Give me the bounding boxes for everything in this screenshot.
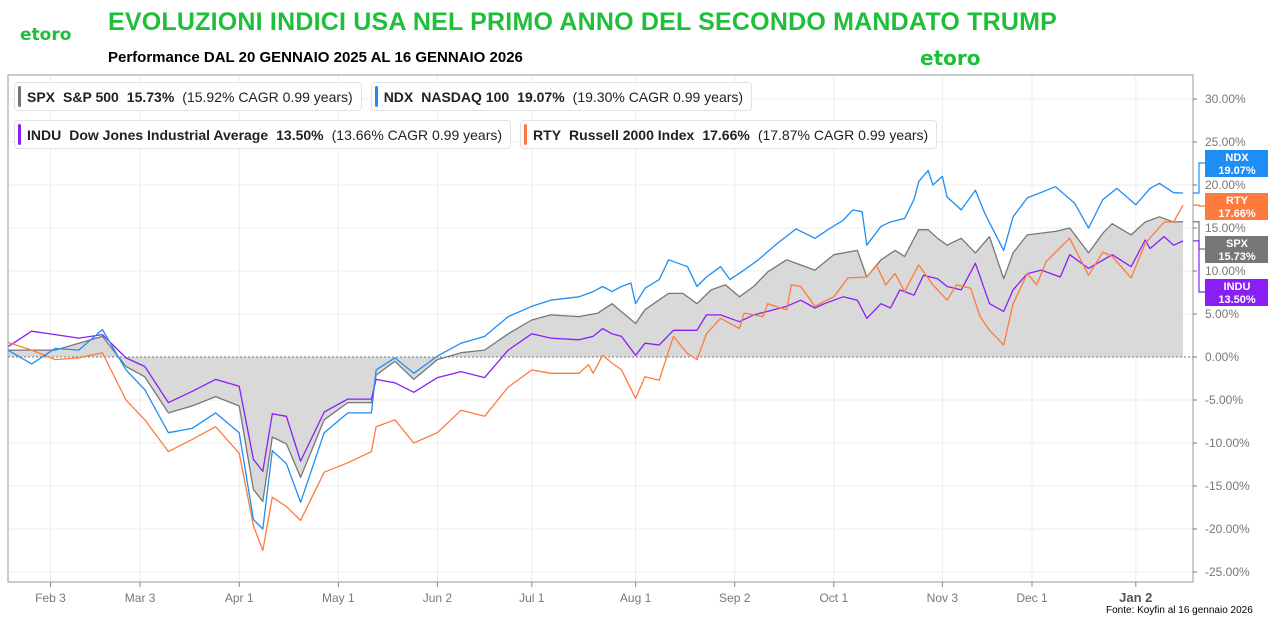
end-label-box [1205, 279, 1268, 306]
spx-line [8, 216, 1184, 503]
x-tick-label: Oct 1 [819, 591, 848, 605]
legend-value: 17.66% [702, 126, 750, 143]
legend-value: 15.73% [126, 88, 175, 105]
legend-detail: (19.30% CAGR 0.99 years) [572, 88, 744, 105]
end-label-connector [1193, 221, 1205, 250]
x-tick-label: Jul 1 [519, 591, 545, 605]
x-tick-label: Nov 3 [927, 591, 959, 605]
end-label-box [1205, 150, 1268, 177]
x-tick-label: Apr 1 [225, 591, 254, 605]
x-tick-label: Aug 1 [620, 591, 652, 605]
legend-color-bar [524, 124, 528, 145]
end-label-value: 19.07% [1218, 165, 1256, 177]
chart-title: EVOLUZIONI INDICI USA NEL PRIMO ANNO DEL… [108, 8, 1058, 36]
x-tick-label: Dec 1 [1016, 591, 1048, 605]
source-note: Fonte: Koyfin al 16 gennaio 2026 [1106, 605, 1253, 616]
x-tick-label: Jan 2 [1119, 590, 1152, 605]
etoro-logo-secondary: etoro [920, 46, 981, 70]
series-lines [7, 169, 1184, 552]
x-axis: Feb 3 Mar 3 Apr 1 May 1 Jun 2 Jul 1 Aug 1 Sep 2… [35, 582, 1152, 605]
y-tick-label: -5.00% [1205, 393, 1243, 407]
spx-area-fill [8, 216, 1183, 502]
legend-detail: (17.87% CAGR 0.99 years) [757, 126, 929, 143]
legend-ticker: SPX [27, 88, 56, 105]
legend-item-rty[interactable]: RTY Russell 2000 Index 17.66% (17.87% CA… [520, 120, 938, 149]
end-label-value: 13.50% [1218, 294, 1256, 306]
y-tick-label: 0.00% [1205, 350, 1239, 364]
ndx-line [7, 169, 1184, 530]
x-tick-label: May 1 [322, 591, 355, 605]
end-label-ticker: RTY [1226, 195, 1249, 207]
end-label-ticker: SPX [1226, 238, 1249, 250]
legend-item-indu[interactable]: INDU Dow Jones Industrial Average 13.50%… [14, 120, 512, 149]
legend-detail: (13.66% CAGR 0.99 years) [331, 126, 503, 143]
legend-value: 13.50% [276, 126, 324, 143]
legend-ticker: NDX [383, 88, 414, 105]
legend-name: Russell 2000 Index [569, 126, 695, 143]
y-tick-label: 15.00% [1205, 221, 1246, 235]
legend-color-bar [18, 86, 21, 107]
y-axis: 30.00% 25.00% 20.00% 15.00% 10.00% 5.00% 0.00%… [1193, 92, 1250, 579]
legend-name: NASDAQ 100 [421, 88, 510, 105]
y-tick-label: -10.00% [1205, 436, 1250, 450]
y-tick-label: 25.00% [1205, 135, 1246, 149]
end-label-box [1205, 193, 1268, 220]
etoro-logo: etoro [20, 25, 72, 45]
y-tick-label: -25.00% [1205, 565, 1250, 579]
y-tick-label: 30.00% [1205, 92, 1246, 106]
x-tick-label: Feb 3 [35, 591, 66, 605]
legend-ticker: INDU [27, 126, 62, 143]
legend-value: 19.07% [517, 88, 565, 105]
legend-ticker: RTY [533, 126, 562, 143]
x-tick-label: Sep 2 [719, 591, 751, 605]
end-label-connector [1193, 240, 1205, 293]
rty-line [7, 204, 1184, 552]
legend-color-bar [374, 86, 378, 107]
legend-item-spx[interactable]: SPX S&P 500 15.73% (15.92% CAGR 0.99 yea… [14, 82, 362, 111]
legend-item-ndx[interactable]: NDX NASDAQ 100 19.07% (19.30% CAGR 0.99 … [370, 82, 753, 111]
legend-row-1: SPX S&P 500 15.73% (15.92% CAGR 0.99 yea… [14, 82, 753, 111]
x-tick-label: Mar 3 [125, 591, 156, 605]
legend-name: Dow Jones Industrial Average [69, 126, 269, 143]
indu-line [7, 235, 1184, 473]
spx-area [8, 216, 1183, 502]
end-label-box [1205, 236, 1268, 263]
legend-detail: (15.92% CAGR 0.99 years) [182, 88, 353, 105]
end-label-connector [1193, 204, 1205, 207]
y-tick-label: 5.00% [1205, 307, 1239, 321]
plot-frame [7, 74, 1194, 583]
x-tick-label: Jun 2 [423, 591, 453, 605]
y-tick-label: -20.00% [1205, 522, 1250, 536]
legend-row-2: INDU Dow Jones Industrial Average 13.50%… [14, 120, 938, 149]
y-tick-label: 10.00% [1205, 264, 1246, 278]
chart-subtitle: Performance DAL 20 GENNAIO 2025 AL 16 GE… [108, 49, 523, 66]
y-tick-label: -15.00% [1205, 479, 1250, 493]
end-label-ticker: INDU [1224, 281, 1251, 293]
end-label-connector [1193, 162, 1205, 194]
end-label-value: 15.73% [1218, 251, 1256, 263]
end-label-value: 17.66% [1218, 208, 1256, 220]
legend-color-bar [18, 124, 21, 145]
y-tick-label: 20.00% [1205, 178, 1246, 192]
legend-name: S&P 500 [63, 88, 119, 105]
end-label-ticker: NDX [1225, 152, 1249, 164]
